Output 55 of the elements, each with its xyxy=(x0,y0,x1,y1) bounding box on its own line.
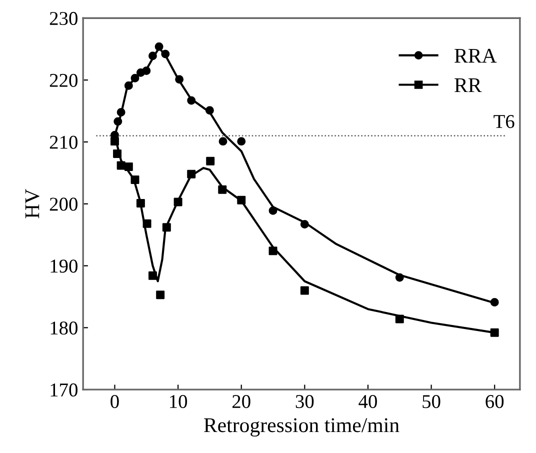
point xyxy=(154,42,164,51)
point xyxy=(116,108,126,116)
point xyxy=(237,196,246,204)
x-tick-label: 30 xyxy=(296,395,314,408)
point xyxy=(175,75,184,84)
point xyxy=(218,137,228,146)
point xyxy=(124,162,133,171)
point xyxy=(156,290,165,300)
point xyxy=(142,219,152,228)
point xyxy=(130,74,140,82)
point xyxy=(162,223,171,232)
point xyxy=(268,246,278,256)
point xyxy=(148,52,157,60)
point xyxy=(300,286,309,295)
point xyxy=(395,314,404,324)
point xyxy=(136,198,145,208)
point xyxy=(124,81,133,90)
x-axis-title: Retrogression time/min xyxy=(204,418,400,437)
point xyxy=(174,198,182,206)
y-tick-label: 180 xyxy=(50,321,78,335)
y-tick-label: 230 xyxy=(50,12,78,26)
y-axis-title: HV xyxy=(25,189,40,218)
point xyxy=(187,96,196,105)
y-tick-label: 190 xyxy=(50,260,78,273)
x-tick-label: 50 xyxy=(422,395,440,408)
point xyxy=(395,273,404,282)
y-tick-label: 170 xyxy=(50,383,78,397)
point xyxy=(268,206,278,215)
ref-line-label: T6 xyxy=(494,115,514,128)
point xyxy=(300,220,309,229)
y-tick-label: 200 xyxy=(50,198,78,211)
point xyxy=(490,328,499,337)
point xyxy=(142,66,151,75)
x-tick-label: 10 xyxy=(170,395,188,408)
legend-label: RRA xyxy=(454,48,497,63)
point xyxy=(113,149,122,158)
point xyxy=(114,117,122,126)
point xyxy=(116,161,126,170)
x-tick-label: 40 xyxy=(358,395,377,408)
point xyxy=(148,271,157,280)
point xyxy=(187,170,196,178)
point xyxy=(237,137,246,146)
x-tick-label: 60 xyxy=(486,395,504,408)
y-tick-label: 210 xyxy=(50,136,78,149)
point xyxy=(206,156,215,166)
point xyxy=(218,185,227,194)
y-tick-label: 220 xyxy=(50,74,78,87)
x-tick-label: 20 xyxy=(232,395,250,408)
point xyxy=(490,298,499,307)
point xyxy=(110,137,119,146)
point xyxy=(161,50,170,58)
legend-label: RR xyxy=(454,78,482,92)
x-tick-label: 0 xyxy=(110,395,119,408)
point xyxy=(130,175,140,184)
point xyxy=(205,106,214,115)
